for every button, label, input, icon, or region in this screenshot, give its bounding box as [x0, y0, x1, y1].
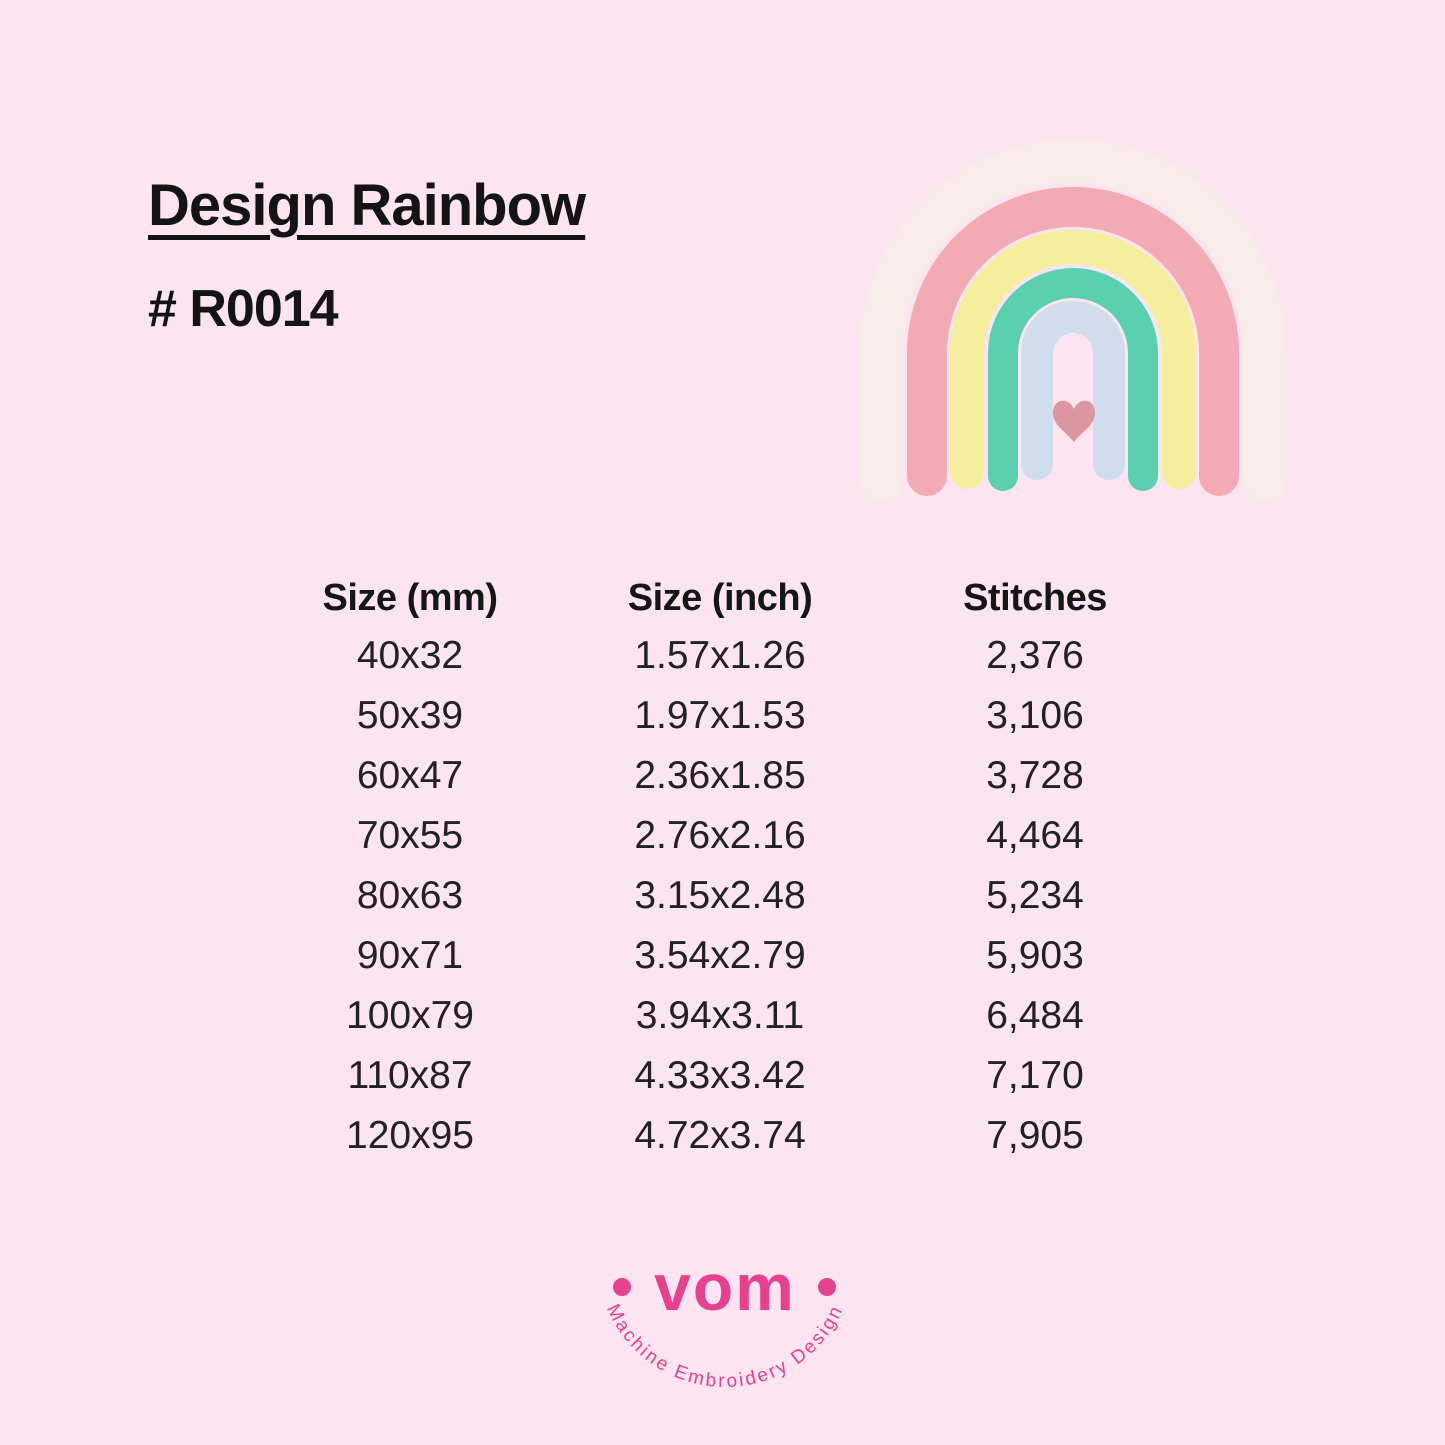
table-row: 40x32 1.57x1.26 2,376 [250, 626, 1200, 686]
column-header-size-inch: Size (inch) [627, 576, 813, 619]
rainbow-arc-outer-white [859, 139, 1287, 502]
cell-stitches: 7,170 [986, 1054, 1084, 1097]
table-row: 70x55 2.76x2.16 4,464 [250, 806, 1200, 866]
table-row: 50x39 1.97x1.53 3,106 [250, 686, 1200, 746]
table-row: 80x63 3.15x2.48 5,234 [250, 866, 1200, 926]
cell-size-mm: 50x39 [356, 694, 464, 737]
table-row: 60x47 2.36x1.85 3,728 [250, 746, 1200, 806]
cell-size-inch: 2.76x2.16 [634, 814, 806, 857]
cell-size-inch: 4.33x3.42 [634, 1054, 806, 1097]
table-row: 120x95 4.72x3.74 7,905 [250, 1106, 1200, 1166]
cell-stitches: 5,903 [986, 934, 1084, 977]
cell-size-inch: 3.15x2.48 [634, 874, 806, 917]
logo-wordmark: vom [654, 1250, 796, 1324]
cell-size-inch: 1.57x1.26 [634, 634, 806, 677]
heart-icon [1053, 400, 1095, 442]
cell-size-inch: 3.94x3.11 [635, 994, 805, 1037]
logo-dot-right-icon [818, 1278, 836, 1296]
header: Design Rainbow # R0014 [148, 172, 586, 339]
cell-size-inch: 4.72x3.74 [634, 1114, 806, 1157]
cell-stitches: 2,376 [986, 634, 1084, 677]
cell-stitches: 3,106 [986, 694, 1084, 737]
rainbow-embroidery-image [859, 139, 1287, 502]
table-row: 90x71 3.54x2.79 5,903 [250, 926, 1200, 986]
cell-size-mm: 90x71 [356, 934, 464, 977]
rainbow-arc-blue [1021, 301, 1125, 480]
cell-size-mm: 110x87 [347, 1054, 473, 1097]
logo-dot-left-icon [613, 1278, 631, 1296]
column-header-size-mm: Size (mm) [322, 576, 498, 619]
page-title: Design Rainbow [148, 173, 586, 238]
cell-size-mm: 80x63 [356, 874, 464, 917]
cell-stitches: 5,234 [986, 874, 1084, 917]
cell-stitches: 6,484 [986, 994, 1084, 1037]
rainbow-arc-yellow [950, 230, 1196, 489]
cell-stitches: 7,905 [986, 1114, 1084, 1157]
rainbow-arc-pink [907, 187, 1239, 496]
column-header-stitches: Stitches [963, 576, 1107, 619]
cell-size-inch: 2.36x1.85 [634, 754, 806, 797]
brand-logo: vom Machine Embroidery Design [602, 1250, 845, 1392]
rainbow-arc-teal [988, 268, 1158, 491]
design-number: # R0014 [148, 280, 339, 338]
cell-size-mm: 70x55 [356, 814, 464, 857]
table-row: 100x79 3.94x3.11 6,484 [250, 986, 1200, 1046]
cell-size-inch: 3.54x2.79 [634, 934, 806, 977]
cell-stitches: 4,464 [986, 814, 1084, 857]
table-header-row: Size (mm) Size (inch) Stitches [250, 570, 1200, 626]
cell-size-inch: 1.97x1.53 [634, 694, 806, 737]
table-row: 110x87 4.33x3.42 7,170 [250, 1046, 1200, 1106]
cell-size-mm: 100x79 [346, 994, 474, 1037]
cell-size-mm: 120x95 [346, 1114, 474, 1157]
cell-stitches: 3,728 [986, 754, 1084, 797]
cell-size-mm: 40x32 [356, 634, 464, 677]
cell-size-mm: 60x47 [356, 754, 464, 797]
size-table: Size (mm) Size (inch) Stitches 40x32 1.5… [250, 570, 1200, 1166]
